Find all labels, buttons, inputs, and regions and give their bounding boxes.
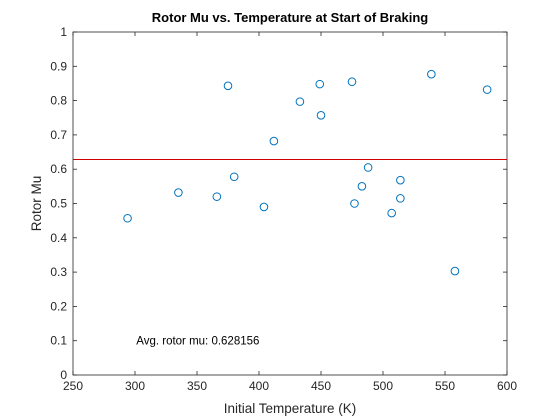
x-tick-label: 450 xyxy=(311,379,331,393)
scatter-point xyxy=(269,136,279,146)
y-tick-label: 0 xyxy=(60,368,67,382)
scatter-point xyxy=(295,97,305,106)
scatter-point xyxy=(212,192,222,201)
y-tick-label: 0.9 xyxy=(50,59,67,73)
x-tick-label: 300 xyxy=(125,379,145,393)
scatter-point xyxy=(315,79,325,89)
scatter-point xyxy=(396,194,405,203)
x-tick-label: 400 xyxy=(249,379,269,393)
scatter-point xyxy=(396,175,405,185)
x-tick-label: 350 xyxy=(187,379,207,393)
y-axis-ticks: 0 0.1 0.2 0.3 0.4 0.5 0.6 0.7 0.8 0.9 1 xyxy=(50,25,507,382)
scatter-point xyxy=(123,213,132,223)
scatter-point xyxy=(316,111,326,120)
scatter-point xyxy=(347,77,357,87)
data-points xyxy=(123,69,492,276)
x-axis-label: Initial Temperature (K) xyxy=(224,401,357,416)
y-axis-label: Rotor Mu xyxy=(29,176,44,232)
scatter-point xyxy=(482,85,492,94)
scatter-point xyxy=(223,81,233,91)
y-tick-label: 0.3 xyxy=(50,265,67,279)
average-annotation: Avg. rotor mu: 0.628156 xyxy=(136,336,259,348)
scatter-point xyxy=(450,266,460,276)
scatter-point xyxy=(350,199,359,208)
y-tick-label: 0.4 xyxy=(50,231,67,245)
scatter-point xyxy=(229,172,239,182)
chart-title: Rotor Mu vs. Temperature at Start of Bra… xyxy=(152,10,428,25)
y-tick-label: 1 xyxy=(60,25,67,39)
scatter-point xyxy=(427,69,436,79)
y-tick-label: 0.5 xyxy=(50,197,67,211)
scatter-point xyxy=(363,163,373,172)
x-axis-ticks: 250 300 350 400 450 500 550 600 xyxy=(63,32,517,393)
x-tick-label: 500 xyxy=(373,379,393,393)
scatter-point xyxy=(259,202,269,212)
scatter-point xyxy=(174,188,183,197)
x-tick-label: 600 xyxy=(497,379,517,393)
x-tick-label: 250 xyxy=(63,379,83,393)
y-tick-label: 0.2 xyxy=(50,299,67,313)
y-tick-label: 0.7 xyxy=(50,128,67,142)
y-tick-label: 0.6 xyxy=(50,162,67,176)
scatter-point xyxy=(387,208,396,218)
y-tick-label: 0.1 xyxy=(50,334,67,348)
x-tick-label: 550 xyxy=(435,379,455,393)
axes-box xyxy=(72,31,508,376)
plot-area: 250 300 350 400 450 500 550 600 0 0.1 0.2 0.3 0.4 0.… xyxy=(50,25,517,393)
y-tick-label: 0.8 xyxy=(50,94,67,108)
scatter-point xyxy=(357,182,367,191)
